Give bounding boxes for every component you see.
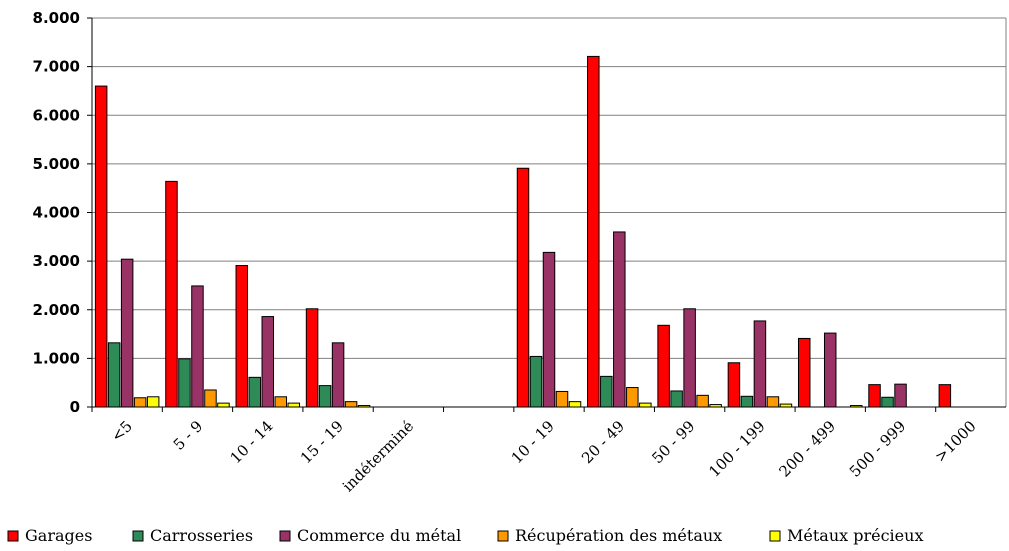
bar xyxy=(287,402,301,408)
x-category-label: indéterminé xyxy=(339,417,417,495)
x-category-label: 500 - 999 xyxy=(846,417,910,481)
legend-label: Garages xyxy=(25,526,92,545)
y-tick-label: 6.000 xyxy=(33,106,80,124)
bar xyxy=(107,342,121,408)
x-category-label: 200 - 499 xyxy=(776,417,840,481)
bar xyxy=(727,362,741,408)
bar xyxy=(709,404,722,408)
bar xyxy=(120,258,134,408)
bar xyxy=(555,390,569,408)
bar xyxy=(178,358,191,408)
legend-swatch xyxy=(7,530,19,542)
x-category-label: 10 - 19 xyxy=(508,417,558,467)
bar xyxy=(740,395,754,408)
bar xyxy=(146,396,160,408)
bar xyxy=(587,55,600,408)
bar xyxy=(274,396,288,408)
bar xyxy=(248,376,262,408)
y-tick-label: 2.000 xyxy=(33,301,80,319)
bar xyxy=(683,308,696,408)
x-category-label: 15 - 19 xyxy=(297,417,347,467)
bar xyxy=(133,397,147,408)
x-category-label: <5 xyxy=(108,417,136,445)
x-category-label: 10 - 14 xyxy=(227,417,277,467)
legend-swatch xyxy=(497,530,509,542)
y-tick-label: 8.000 xyxy=(33,9,80,27)
bar xyxy=(94,85,108,408)
y-tick-label: 3.000 xyxy=(33,252,80,270)
y-tick-label: 4.000 xyxy=(33,204,80,222)
bar xyxy=(753,320,767,408)
bar xyxy=(318,385,332,408)
bar xyxy=(542,251,556,408)
bar xyxy=(797,337,811,408)
bar xyxy=(849,405,863,408)
bar xyxy=(165,180,178,408)
bar xyxy=(357,405,371,408)
bar xyxy=(600,375,613,408)
bar xyxy=(779,403,793,408)
x-category-label: 50 - 99 xyxy=(648,417,698,467)
legend-swatch xyxy=(279,530,291,542)
bar xyxy=(639,402,652,408)
bar xyxy=(938,384,952,408)
bar xyxy=(204,389,217,408)
bar xyxy=(516,167,530,408)
bar xyxy=(881,396,894,408)
bar xyxy=(766,396,780,408)
bar xyxy=(331,342,345,408)
bar xyxy=(305,308,319,408)
bar xyxy=(217,402,230,408)
legend-label: Commerce du métal xyxy=(297,526,461,545)
y-tick-label: 7.000 xyxy=(33,58,80,76)
bar xyxy=(613,231,626,408)
legend-label: Carrosseries xyxy=(150,526,253,545)
legend-label: Récupération des métaux xyxy=(515,526,722,545)
bar xyxy=(529,355,543,408)
bar xyxy=(344,401,358,408)
y-tick-label: 0 xyxy=(70,398,80,416)
bar xyxy=(261,316,275,408)
bar xyxy=(696,394,709,408)
x-category-label: >1000 xyxy=(931,417,980,466)
bar xyxy=(626,387,639,408)
bar xyxy=(823,332,837,408)
bar xyxy=(868,384,881,408)
y-tick-label: 1.000 xyxy=(33,349,80,367)
x-category-label: 5 - 9 xyxy=(170,417,207,454)
x-category-label: 20 - 49 xyxy=(578,417,628,467)
legend-swatch xyxy=(132,530,144,542)
bar xyxy=(894,383,907,408)
legend-swatch xyxy=(769,530,781,542)
legend-label: Métaux précieux xyxy=(787,526,923,545)
x-category-label: 100 - 199 xyxy=(705,417,769,481)
bar xyxy=(235,265,249,408)
bar xyxy=(568,401,582,408)
bar xyxy=(191,285,204,408)
y-tick-label: 5.000 xyxy=(33,155,80,173)
bar xyxy=(670,390,683,408)
bar xyxy=(657,324,670,408)
